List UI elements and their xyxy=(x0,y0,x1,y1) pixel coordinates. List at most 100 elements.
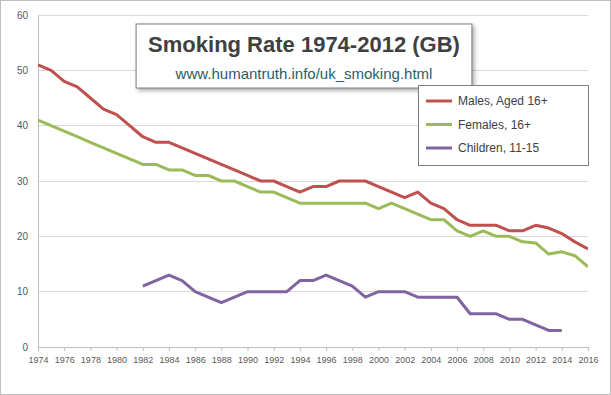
y-tick-label: 40 xyxy=(17,120,29,131)
chart-border xyxy=(1,1,611,395)
x-tick: 1978 xyxy=(81,347,101,365)
y-tick: 0 xyxy=(22,342,38,353)
x-tick: 1980 xyxy=(107,347,127,365)
y-tick: 60 xyxy=(17,10,38,21)
x-tick-mark xyxy=(143,347,144,351)
x-tick-mark xyxy=(352,347,353,351)
grid-line xyxy=(38,347,588,348)
x-tick-label: 1980 xyxy=(107,355,127,365)
x-tick-mark xyxy=(588,347,589,351)
x-tick: 1976 xyxy=(55,347,75,365)
x-tick-mark xyxy=(90,347,91,351)
x-tick: 2004 xyxy=(421,347,441,365)
legend-swatch xyxy=(426,123,452,126)
x-tick-mark xyxy=(431,347,432,351)
x-tick-label: 2010 xyxy=(500,355,520,365)
x-tick-label: 1974 xyxy=(28,355,48,365)
x-tick-label: 1988 xyxy=(212,355,232,365)
legend-label: Children, 11-15 xyxy=(458,141,539,155)
grid-line xyxy=(38,15,588,16)
x-tick-label: 2012 xyxy=(526,355,546,365)
x-tick-mark xyxy=(326,347,327,351)
x-tick-mark xyxy=(221,347,222,351)
x-tick-mark xyxy=(300,347,301,351)
x-tick: 2000 xyxy=(369,347,389,365)
x-tick: 1992 xyxy=(264,347,284,365)
legend-label: Males, Aged 16+ xyxy=(458,94,548,108)
x-tick: 2008 xyxy=(474,347,494,365)
x-tick: 1996 xyxy=(317,347,337,365)
x-tick-mark xyxy=(274,347,275,351)
title: Smoking Rate 1974-2012 (GB) xyxy=(148,32,460,57)
y-tick: 10 xyxy=(17,286,38,297)
x-tick: 1998 xyxy=(343,347,363,365)
x-tick: 2014 xyxy=(552,347,572,365)
x-tick-mark xyxy=(378,347,379,351)
series-line xyxy=(143,275,562,330)
x-tick-mark xyxy=(457,347,458,351)
x-tick: 2002 xyxy=(395,347,415,365)
x-tick-mark xyxy=(562,347,563,351)
x-tick-label: 1998 xyxy=(343,355,363,365)
x-tick-label: 1994 xyxy=(290,355,310,365)
x-tick-label: 2002 xyxy=(395,355,415,365)
x-tick-mark xyxy=(195,347,196,351)
x-tick-label: 1982 xyxy=(133,355,153,365)
y-tick-label: 20 xyxy=(17,231,29,242)
x-tick-label: 2016 xyxy=(578,355,598,365)
x-tick-label: 2008 xyxy=(474,355,494,365)
x-tick: 2012 xyxy=(526,347,546,365)
y-tick: 30 xyxy=(17,176,38,187)
x-tick-label: 1992 xyxy=(264,355,284,365)
chart: 0 10 20 30 40 50 60 1974 1976 1978 1980 1982 1984 198… xyxy=(0,0,611,395)
x-tick-label: 2004 xyxy=(421,355,441,365)
x-axis-line xyxy=(39,347,589,348)
x-tick-mark xyxy=(117,347,118,351)
x-tick-label: 2000 xyxy=(369,355,389,365)
x-tick-mark xyxy=(248,347,249,351)
x-tick-mark xyxy=(536,347,537,351)
x-tick-mark xyxy=(38,347,39,351)
y-tick-label: 30 xyxy=(17,176,29,187)
x-tick-label: 1984 xyxy=(159,355,179,365)
subtitle: www.humantruth.info/uk_smoking.html xyxy=(175,65,433,82)
x-tick: 1982 xyxy=(133,347,153,365)
y-tick-label: 50 xyxy=(17,65,29,76)
grid xyxy=(38,15,588,347)
x-tick: 1994 xyxy=(290,347,310,365)
x-tick-mark xyxy=(405,347,406,351)
x-tick: 1986 xyxy=(186,347,206,365)
y-tick: 40 xyxy=(17,120,38,131)
title-box: Smoking Rate 1974-2012 (GB) www.humantrut… xyxy=(136,24,472,88)
x-tick: 1988 xyxy=(212,347,232,365)
series-line xyxy=(38,120,588,267)
x-tick-label: 1996 xyxy=(317,355,337,365)
x-tick-mark xyxy=(509,347,510,351)
x-tick: 1990 xyxy=(238,347,258,365)
legend: Males, Aged 16+ Females, 16+ Children, 11-… xyxy=(419,86,589,166)
x-tick-label: 1990 xyxy=(238,355,258,365)
title-frame xyxy=(136,24,472,88)
x-tick-label: 1986 xyxy=(186,355,206,365)
plot-lines xyxy=(38,65,588,331)
y-tick-label: 0 xyxy=(22,342,28,353)
x-tick-label: 2014 xyxy=(552,355,572,365)
y-tick: 20 xyxy=(17,231,38,242)
y-axis: 0 10 20 30 40 50 60 xyxy=(17,10,39,353)
legend-swatch xyxy=(426,147,452,150)
x-tick: 2010 xyxy=(500,347,520,365)
grid-line xyxy=(38,291,588,292)
x-tick: 1984 xyxy=(159,347,179,365)
series-line xyxy=(38,65,588,249)
x-tick-mark xyxy=(64,347,65,351)
y-tick: 50 xyxy=(17,65,38,76)
x-tick-label: 1976 xyxy=(55,355,75,365)
x-tick-label: 2006 xyxy=(448,355,468,365)
y-tick-label: 60 xyxy=(17,10,29,21)
x-tick: 1974 xyxy=(28,347,48,365)
legend-frame xyxy=(419,86,589,166)
x-tick: 2006 xyxy=(448,347,468,365)
legend-swatch xyxy=(426,100,452,103)
grid-line xyxy=(38,181,588,182)
legend-label: Females, 16+ xyxy=(458,118,531,132)
